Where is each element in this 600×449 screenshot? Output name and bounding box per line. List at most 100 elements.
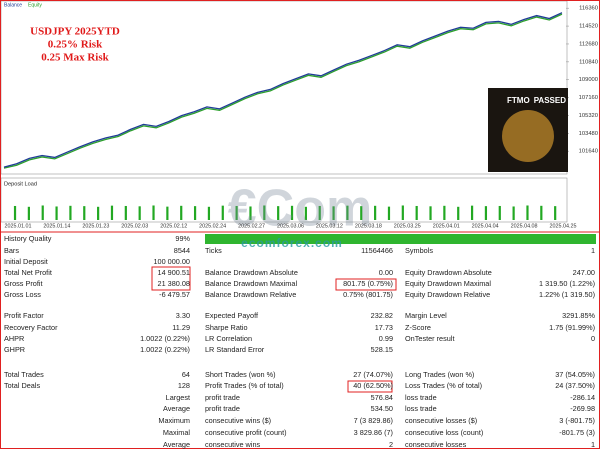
load-bar bbox=[69, 205, 72, 220]
stat-label: loss trade bbox=[405, 393, 437, 402]
load-bar bbox=[415, 205, 418, 220]
stat-label: Total Net Profit bbox=[4, 268, 52, 277]
x-tick-label: 2025.03.25 bbox=[394, 223, 421, 229]
stat-value: Largest bbox=[166, 393, 190, 402]
stat-label: Total Deals bbox=[4, 381, 40, 390]
load-bar bbox=[27, 206, 30, 220]
stat-value: 100 000.00 bbox=[153, 257, 190, 266]
stat-value: 7 (3 829.86) bbox=[354, 416, 393, 425]
stat-label: OnTester result bbox=[405, 334, 454, 343]
stat-label: Equity Drawdown Absolute bbox=[405, 268, 492, 277]
stat-value: 64 bbox=[182, 370, 190, 379]
load-bar bbox=[207, 206, 211, 220]
chart-annotation: 0.25 Max Risk bbox=[41, 52, 109, 64]
stat-value: 21 380.08 bbox=[158, 279, 190, 288]
load-bar bbox=[387, 206, 391, 220]
stat-value: 247.00 bbox=[573, 268, 595, 277]
chart-subtitle: 0.25% Risk bbox=[48, 39, 103, 51]
load-bar bbox=[374, 205, 377, 220]
stat-value: 1.0022 (0.22%) bbox=[140, 334, 190, 343]
stat-value: 14 900.51 bbox=[158, 268, 190, 277]
stat-value: 232.82 bbox=[371, 311, 393, 320]
stat-label: History Quality bbox=[4, 234, 52, 243]
stat-value: 1.75 (91.99%) bbox=[549, 323, 595, 332]
highlight-box bbox=[151, 266, 191, 291]
stat-label: Equity Drawdown Relative bbox=[405, 290, 490, 299]
stat-value: 1.22% (1 319.50) bbox=[539, 290, 595, 299]
badge-figure bbox=[502, 110, 554, 162]
stat-value: 1 bbox=[591, 246, 595, 255]
stat-value: -269.98 bbox=[570, 404, 595, 413]
deposit-title: Deposit Load bbox=[4, 181, 37, 187]
load-bar bbox=[318, 205, 321, 220]
stat-label: Z-Score bbox=[405, 323, 431, 332]
x-tick-label: 2025.04.04 bbox=[472, 223, 499, 229]
y-tick-label: 101640 bbox=[579, 149, 598, 155]
stat-value: 40 (62.50%) bbox=[353, 381, 393, 390]
load-bar bbox=[97, 206, 100, 220]
load-bar bbox=[124, 205, 127, 220]
x-tick-label: 2025.04.08 bbox=[511, 223, 538, 229]
x-tick-label: 2025.02.24 bbox=[199, 223, 226, 229]
stat-label: Long Trades (won %) bbox=[405, 370, 474, 379]
stat-value: Average bbox=[163, 440, 190, 449]
legend-entry: Balance bbox=[4, 2, 22, 8]
stat-label: Balance Drawdown Absolute bbox=[205, 268, 298, 277]
load-bar bbox=[360, 206, 363, 220]
stat-label: consecutive losses bbox=[405, 440, 467, 449]
stat-label: LR Correlation bbox=[205, 334, 252, 343]
stat-value: 11564466 bbox=[361, 246, 393, 255]
load-bar bbox=[554, 206, 557, 220]
x-tick-label: 2025.04.25 bbox=[550, 223, 577, 229]
stat-label: consecutive wins bbox=[205, 440, 261, 449]
load-bar bbox=[470, 205, 474, 220]
x-tick-label: 2025.02.27 bbox=[238, 223, 265, 229]
stat-value: 3 (-801.75) bbox=[559, 416, 595, 425]
stat-value: 1.0022 (0.22%) bbox=[140, 345, 190, 354]
stat-label: Short Trades (won %) bbox=[205, 370, 276, 379]
stat-value: 37 (54.05%) bbox=[555, 370, 595, 379]
y-tick-label: 107160 bbox=[579, 95, 598, 101]
quality-bar bbox=[205, 234, 596, 244]
stat-label: GHPR bbox=[4, 345, 25, 354]
badge-top: FTMO bbox=[507, 96, 530, 105]
load-bar bbox=[304, 206, 307, 220]
stat-label: profit trade bbox=[205, 404, 240, 413]
stat-label: loss trade bbox=[405, 404, 437, 413]
stat-value: -286.14 bbox=[570, 393, 595, 402]
stat-label: consecutive losses ($) bbox=[405, 416, 477, 425]
x-tick-label: 2025.03.06 bbox=[277, 223, 304, 229]
stat-label: Sharpe Ratio bbox=[205, 323, 248, 332]
stat-label: Bars bbox=[4, 246, 19, 255]
stat-label: consecutive loss (count) bbox=[405, 428, 483, 437]
load-bar bbox=[484, 206, 488, 220]
stat-value: 576.84 bbox=[371, 393, 393, 402]
load-bar bbox=[249, 206, 252, 220]
x-tick-label: 2025.02.03 bbox=[121, 223, 148, 229]
stat-value: 3 829.86 (7) bbox=[354, 428, 393, 437]
stat-label: AHPR bbox=[4, 334, 24, 343]
stat-value: 0.75% (801.75) bbox=[343, 290, 393, 299]
load-bar bbox=[180, 205, 183, 220]
watermark-logo: €Com bbox=[228, 180, 372, 238]
load-bar bbox=[13, 205, 17, 220]
load-bar bbox=[512, 206, 515, 220]
x-tick-label: 2025.01.14 bbox=[43, 223, 70, 229]
load-bar bbox=[401, 205, 404, 220]
stat-label: Equity Drawdown Maximal bbox=[405, 279, 491, 288]
stat-label: Gross Profit bbox=[4, 279, 43, 288]
stat-value: 11.29 bbox=[172, 323, 190, 332]
x-tick-label: 2025.01.23 bbox=[82, 223, 109, 229]
load-bar bbox=[429, 206, 432, 220]
stat-label: Recovery Factor bbox=[4, 323, 58, 332]
stat-label: consecutive profit (count) bbox=[205, 428, 287, 437]
stat-value: 534.50 bbox=[371, 404, 393, 413]
y-tick-label: 103480 bbox=[579, 131, 598, 137]
load-bar bbox=[540, 205, 543, 220]
load-bar bbox=[263, 205, 266, 220]
highlight-box bbox=[347, 380, 393, 393]
stat-value: Maximum bbox=[158, 416, 190, 425]
load-bar bbox=[221, 205, 224, 220]
stat-label: Initial Deposit bbox=[4, 257, 48, 266]
